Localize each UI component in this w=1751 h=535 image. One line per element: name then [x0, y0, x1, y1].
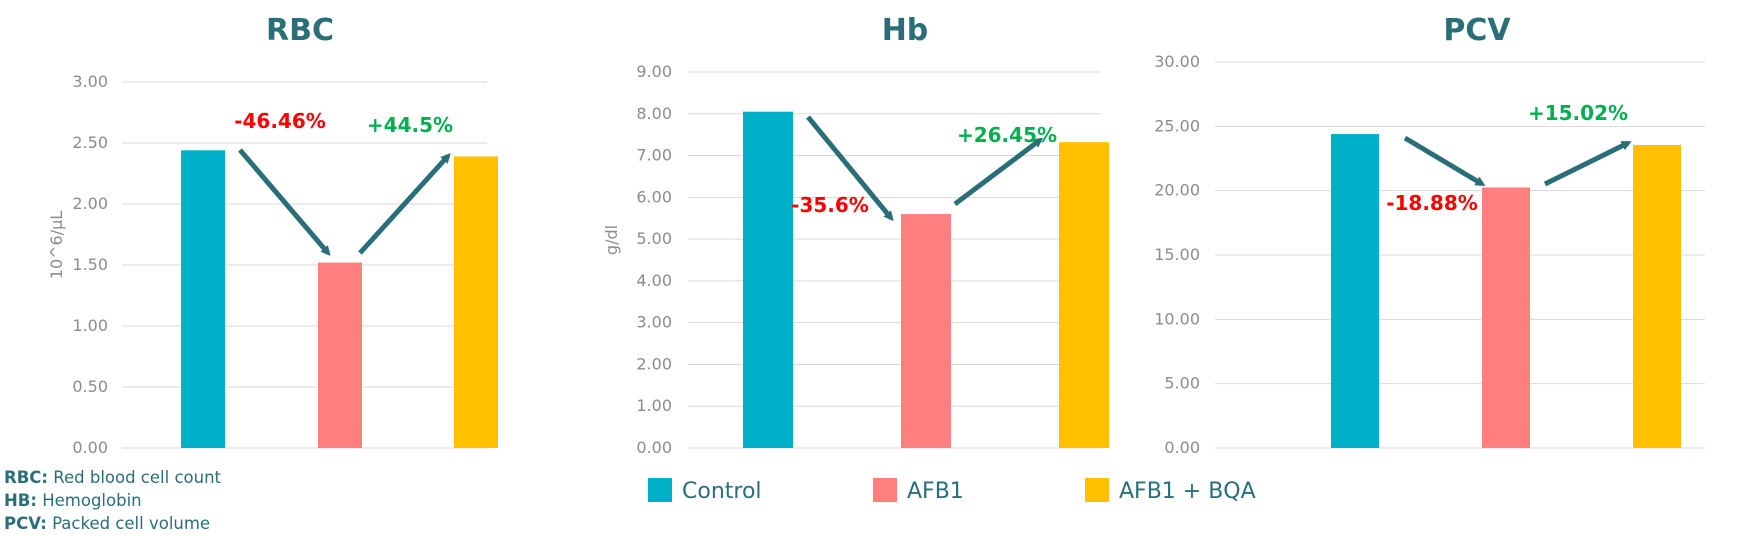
y-tick-label: 15.00	[1154, 245, 1200, 264]
y-tick-label: 1.50	[72, 255, 108, 274]
decrease-annotation: -18.88%	[1386, 191, 1478, 215]
legend-swatch	[873, 478, 897, 502]
increase-arrow	[358, 153, 451, 255]
y-tick-label: 0.50	[72, 377, 108, 396]
y-tick-label: 6.00	[636, 187, 672, 206]
y-axis-label: 10^6/µL	[47, 211, 66, 280]
chart-pcv: PCV 0.00 5.00 10.00 15.00 20.00 25.00 30.00 -18.…	[1154, 13, 1705, 457]
y-tick-label: 20.00	[1154, 181, 1200, 200]
chart-title: PCV	[1443, 13, 1511, 48]
y-tick-label: 3.00	[636, 313, 672, 332]
legend-swatch	[1085, 478, 1109, 502]
y-tick-label: 0.00	[636, 438, 672, 457]
abbreviation-text: Hemoglobin	[42, 491, 142, 510]
chart-title: RBC	[266, 13, 334, 48]
decrease-arrow	[238, 148, 331, 257]
y-tick-label: 1.00	[72, 316, 108, 335]
chart-hb: Hb 0.00 1.00 2.00 3.00 4.00 5.00 6.00 7.00 8.00 9.…	[602, 13, 1109, 457]
bar-afb1	[901, 214, 951, 448]
y-tick-label: 10.00	[1154, 309, 1200, 328]
y-tick-label: 0.00	[72, 438, 108, 457]
legend: Control AFB1 AFB1 + BQA	[648, 478, 1256, 504]
bar-afb1-bqa	[454, 156, 498, 449]
chart-title: Hb	[882, 13, 929, 48]
increase-annotation: +15.02%	[1528, 101, 1628, 125]
y-tick-label: 9.00	[636, 62, 672, 81]
abbreviation-hb: HB: Hemoglobin	[4, 489, 142, 512]
legend-label: Control	[682, 479, 762, 504]
y-axis-label: g/dl	[602, 225, 621, 255]
bar-afb1-bqa	[1059, 142, 1109, 449]
increase-arrow	[953, 137, 1044, 206]
y-tick-label: 3.00	[72, 72, 108, 91]
increase-annotation: +26.45%	[957, 123, 1057, 147]
y-tick-label: 30.00	[1154, 52, 1200, 71]
y-tick-label: 1.00	[636, 396, 672, 415]
abbreviation-key: HB:	[4, 491, 37, 510]
bar-afb1	[318, 262, 362, 448]
abbreviation-key: PCV:	[4, 514, 47, 533]
y-tick-label: 8.00	[636, 104, 672, 123]
decrease-arrow	[1403, 135, 1486, 187]
bar-afb1-bqa	[1633, 144, 1681, 449]
y-tick-label: 2.50	[72, 133, 108, 152]
bar-control	[1331, 134, 1379, 448]
legend-swatch	[648, 478, 672, 502]
decrease-arrow	[806, 115, 894, 222]
y-tick-label: 4.00	[636, 271, 672, 290]
y-tick-label: 0.00	[1164, 438, 1200, 457]
charts-layer: RBC 0.00 0.50 1.00 1.50 2.00 2.50 3.00 10^6/µL -4…	[47, 13, 1705, 457]
y-tick-label: 2.00	[636, 354, 672, 373]
decrease-annotation: -46.46%	[234, 109, 326, 133]
abbreviation-text: Packed cell volume	[52, 514, 211, 533]
chart-rbc: RBC 0.00 0.50 1.00 1.50 2.00 2.50 3.00 10^6/µL -4…	[47, 13, 498, 457]
abbreviation-key: RBC:	[4, 468, 48, 487]
decrease-annotation: -35.6%	[791, 193, 869, 217]
legend-label: AFB1 + BQA	[1119, 479, 1256, 504]
abbreviation-text: Red blood cell count	[53, 468, 221, 487]
y-tick-label: 25.00	[1154, 116, 1200, 135]
y-tick-label: 2.00	[72, 194, 108, 213]
y-tick-label: 5.00	[636, 229, 672, 248]
increase-arrow	[1543, 140, 1632, 187]
y-tick-label: 5.00	[1164, 374, 1200, 393]
legend-label: AFB1	[907, 479, 964, 504]
bar-control	[743, 111, 793, 448]
bar-afb1	[1482, 187, 1530, 448]
abbreviation-rbc: RBC: Red blood cell count	[4, 466, 221, 489]
y-tick-label: 7.00	[636, 146, 672, 165]
increase-annotation: +44.5%	[367, 113, 453, 137]
bar-control	[181, 150, 225, 448]
abbreviation-pcv: PCV: Packed cell volume	[4, 512, 210, 535]
